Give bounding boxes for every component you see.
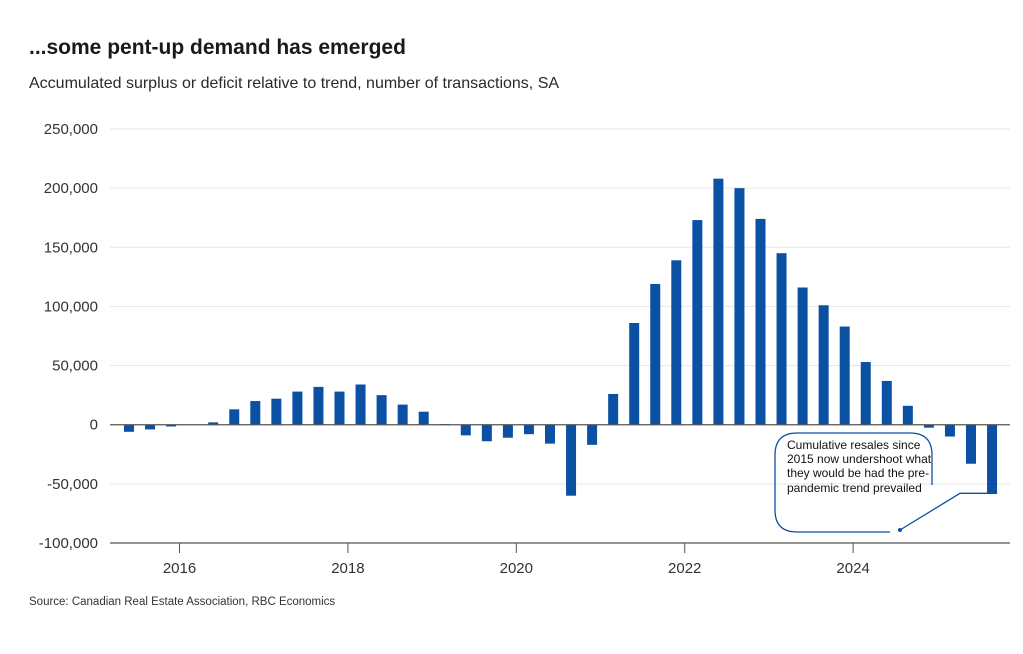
bar [881, 380, 892, 425]
bar [124, 424, 134, 432]
bar [587, 424, 598, 445]
bar [923, 424, 934, 428]
x-tick-label: 2020 [500, 560, 533, 577]
y-tick-label: 0 [90, 417, 98, 434]
bar [944, 424, 955, 437]
callout-dot [898, 528, 902, 532]
chart-subtitle: Accumulated surplus or deficit relative … [29, 75, 560, 92]
bar [966, 424, 976, 464]
bar [776, 253, 787, 425]
bar [229, 409, 240, 425]
x-tick-label: 2022 [668, 560, 701, 577]
bar [313, 386, 324, 425]
bar [797, 287, 808, 425]
bar [145, 424, 156, 430]
annotation-callout [774, 432, 998, 533]
bar [523, 424, 534, 435]
bar [481, 424, 492, 442]
bar [271, 398, 282, 425]
y-axis-ticks: -100,000 -50,000 0 50,000 100,000 150,000 200,… [39, 121, 98, 552]
y-tick-label: -50,000 [47, 476, 98, 493]
bar [734, 188, 745, 425]
source-note: Source: Canadian Real Estate Association… [29, 596, 336, 608]
bar [987, 424, 998, 494]
y-tick-label: 150,000 [44, 239, 98, 256]
bar [650, 283, 661, 425]
x-tick-label: 2018 [331, 560, 364, 577]
bar [692, 220, 703, 425]
bars [124, 178, 998, 496]
bar [671, 260, 682, 425]
bar [860, 362, 871, 425]
bar [902, 405, 913, 425]
bar [397, 404, 408, 425]
bar [166, 424, 177, 427]
bar [334, 391, 345, 425]
y-tick-label: 100,000 [44, 298, 98, 315]
axes [110, 424, 1010, 544]
callout-leader-line [899, 492, 998, 531]
y-tick-label: 200,000 [44, 180, 98, 197]
y-tick-label: -100,000 [39, 535, 98, 552]
bar [502, 424, 513, 438]
bar [839, 326, 850, 425]
x-tick-label: 2024 [836, 560, 869, 577]
x-axis-ticks: 2016 2018 2020 2022 2024 [163, 543, 870, 577]
x-tick-label: 2016 [163, 560, 196, 577]
bar [418, 411, 429, 425]
bar [608, 393, 619, 425]
bar [460, 424, 471, 436]
bar [355, 384, 366, 425]
bar [713, 178, 724, 425]
callout-box [774, 432, 933, 533]
chart-title: ...some pent-up demand has emerged [29, 36, 406, 59]
bar [376, 395, 387, 425]
bar [292, 391, 303, 425]
bar [818, 305, 829, 425]
bar [250, 401, 261, 425]
bar [629, 322, 640, 425]
bar [755, 218, 766, 425]
y-tick-label: 50,000 [52, 358, 98, 375]
bar [566, 424, 577, 496]
bar [545, 424, 555, 444]
annotation-text: Cumulative resales since 2015 now unders… [787, 438, 932, 495]
bar [208, 422, 219, 425]
y-tick-label: 250,000 [44, 121, 98, 138]
gridlines [110, 128, 1010, 485]
